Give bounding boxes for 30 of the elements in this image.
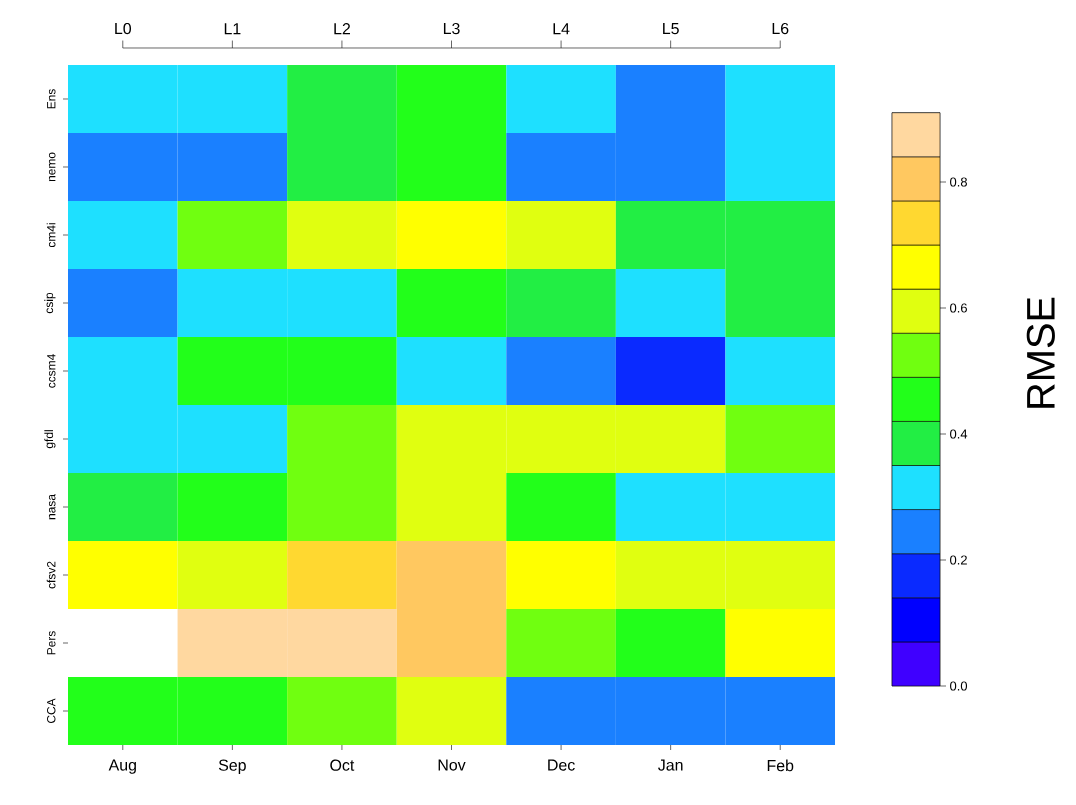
text: L6 (772, 22, 789, 35)
text: L1 (224, 23, 241, 35)
color-bar-label: 0.0 (950, 681, 968, 691)
y-tick-label: nasa (48, 494, 56, 520)
y-tick-label: gfdl (44, 430, 56, 449)
x-tick-label: Sep (218, 759, 246, 774)
y-tick-label: ccsm4 (47, 354, 56, 388)
color-bar-title: RMSE (1026, 297, 1055, 408)
x-tick-label: Dec (548, 759, 575, 771)
color-bar-label: 0.8 (950, 177, 967, 187)
x-tick-label: Nov (438, 759, 466, 771)
text: L0 (115, 22, 132, 35)
x-tick-label: Feb (767, 759, 794, 772)
color-bar-label: 0.2 (950, 555, 967, 565)
color-bar-label: 0.6 (950, 303, 967, 313)
x-tick-label: Aug (108, 759, 136, 774)
color-bar-label: 0.4 (950, 429, 968, 439)
y-tick-label: nemo (48, 152, 56, 182)
text: L5 (663, 23, 679, 35)
text: L3 (443, 22, 460, 35)
y-tick-label: Ens (47, 89, 56, 109)
text: L4 (553, 23, 570, 35)
y-tick-label: CCA (47, 698, 56, 724)
y-tick-label: cfsv2 (46, 561, 56, 589)
y-tick-label: csip (44, 292, 56, 314)
x-tick-label: Jan (658, 759, 683, 771)
text: L2 (334, 23, 350, 35)
y-tick-label: cm4i (46, 223, 56, 248)
y-tick-label: Pers (47, 631, 56, 655)
x-tick-label: Oct (330, 759, 355, 771)
